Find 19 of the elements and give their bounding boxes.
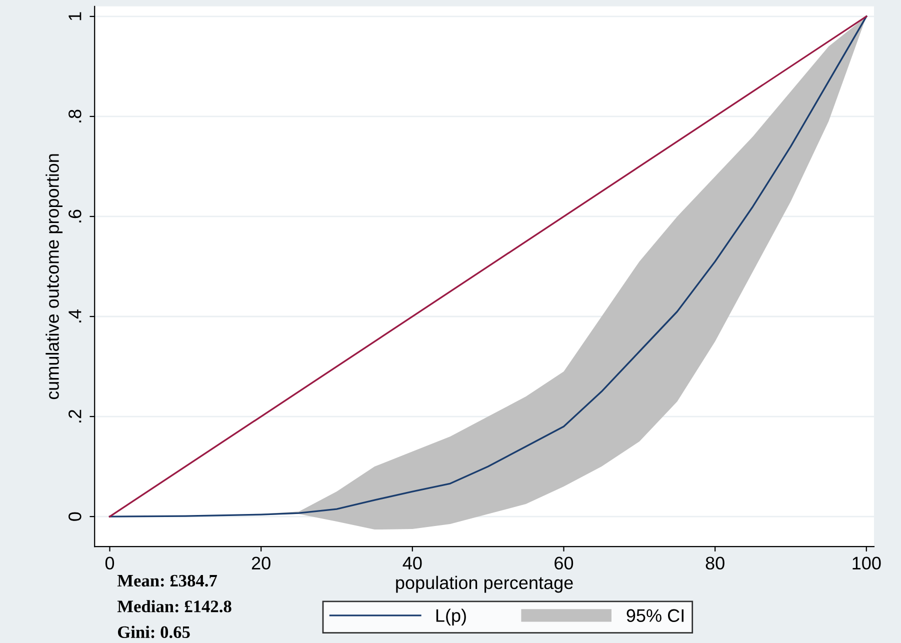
x-tick-label: 60 <box>554 556 574 570</box>
y-tick-label: .6 <box>68 210 82 222</box>
y-axis-title: cumulative outcome proportion <box>46 154 62 400</box>
text: Mean: £384.7 <box>117 574 217 587</box>
x-tick-label: 20 <box>252 556 270 570</box>
text: L(p) <box>436 608 466 626</box>
text: Median: £142.8 <box>117 600 232 612</box>
x-tick-label: 0 <box>105 556 114 570</box>
text: Gini: 0.65 <box>118 626 190 638</box>
x-axis-title: population percentage <box>396 576 573 593</box>
y-tick-label: 0 <box>68 512 82 521</box>
x-tick-label: 100 <box>852 556 881 570</box>
y-tick-label: .4 <box>68 310 82 322</box>
x-tick-label: 40 <box>402 556 422 570</box>
y-tick-label: .2 <box>68 410 82 422</box>
x-tick-label: 80 <box>706 556 724 570</box>
y-tick-label: 1 <box>68 12 82 20</box>
text: 95% CI <box>626 609 684 622</box>
y-tick-label: .8 <box>68 110 82 122</box>
